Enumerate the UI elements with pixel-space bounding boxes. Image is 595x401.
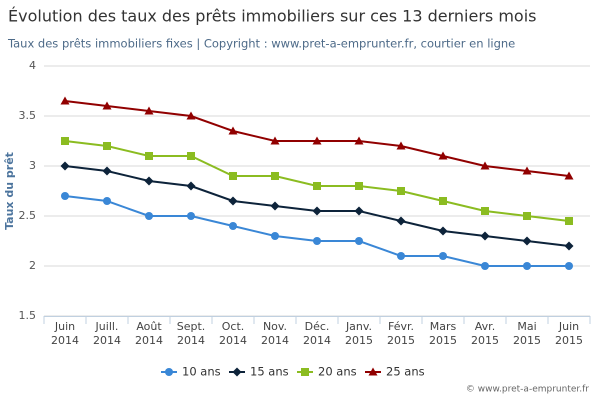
series-line bbox=[64, 165, 570, 247]
y-tick-label: 2 bbox=[29, 259, 36, 272]
legend-label: 10 ans bbox=[182, 365, 221, 379]
marker bbox=[229, 222, 237, 230]
marker bbox=[102, 166, 112, 176]
marker bbox=[270, 201, 280, 211]
marker bbox=[145, 152, 153, 160]
marker bbox=[565, 217, 573, 225]
marker bbox=[232, 367, 242, 377]
marker bbox=[61, 192, 69, 200]
marker bbox=[60, 96, 70, 105]
marker bbox=[271, 232, 279, 240]
marker bbox=[480, 161, 490, 170]
marker bbox=[480, 231, 490, 241]
marker bbox=[186, 181, 196, 191]
marker bbox=[313, 237, 321, 245]
marker bbox=[354, 136, 364, 145]
marker bbox=[61, 137, 69, 145]
marker bbox=[103, 197, 111, 205]
y-tick-label: 1.5 bbox=[19, 309, 37, 322]
marker bbox=[271, 172, 279, 180]
x-tick-label: Juill. 2014 bbox=[93, 320, 121, 347]
marker bbox=[144, 176, 154, 186]
x-tick-label: Juin 2014 bbox=[51, 320, 79, 347]
marker bbox=[522, 166, 532, 175]
marker bbox=[301, 368, 309, 376]
x-tick-label: Août 2014 bbox=[135, 320, 163, 347]
marker bbox=[313, 182, 321, 190]
marker bbox=[354, 206, 364, 216]
x-tick-label: Déc. 2014 bbox=[303, 320, 331, 347]
x-tick-label: Avr. 2015 bbox=[471, 320, 499, 347]
marker bbox=[186, 111, 196, 120]
marker bbox=[103, 142, 111, 150]
y-tick-label: 3.5 bbox=[19, 109, 37, 122]
marker bbox=[564, 241, 574, 251]
marker bbox=[438, 226, 448, 236]
x-tick-label: Oct. 2014 bbox=[219, 320, 247, 347]
chart-subtitle: Taux des prêts immobiliers fixes | Copyr… bbox=[7, 37, 515, 51]
marker bbox=[60, 161, 70, 171]
y-axis-label: Taux du prêt bbox=[3, 152, 16, 230]
marker bbox=[102, 101, 112, 110]
marker bbox=[439, 197, 447, 205]
legend-item: 25 ans bbox=[365, 365, 425, 379]
x-tick-label: Janv. 2015 bbox=[345, 320, 373, 347]
marker bbox=[438, 151, 448, 160]
marker bbox=[397, 187, 405, 195]
legend-label: 15 ans bbox=[250, 365, 289, 379]
marker bbox=[481, 207, 489, 215]
marker bbox=[355, 182, 363, 190]
x-tick-label: Juin 2015 bbox=[555, 320, 583, 347]
marker bbox=[270, 136, 280, 145]
marker bbox=[439, 252, 447, 260]
legend-item: 20 ans bbox=[297, 365, 357, 379]
marker bbox=[522, 236, 532, 246]
marker bbox=[228, 196, 238, 206]
marker bbox=[165, 368, 173, 376]
x-tick-label: Mars 2015 bbox=[429, 320, 457, 347]
marker bbox=[564, 171, 574, 180]
x-tick-label: Sept. 2014 bbox=[177, 320, 206, 347]
marker bbox=[312, 206, 322, 216]
marker bbox=[565, 262, 573, 270]
marker bbox=[187, 212, 195, 220]
x-tick-label: Févr. 2015 bbox=[387, 320, 415, 347]
legend-item: 10 ans bbox=[161, 365, 221, 379]
legend-label: 25 ans bbox=[386, 365, 425, 379]
marker bbox=[144, 106, 154, 115]
marker bbox=[523, 212, 531, 220]
marker bbox=[396, 216, 406, 226]
x-tick-label: Mai 2015 bbox=[513, 320, 541, 347]
marker bbox=[481, 262, 489, 270]
marker bbox=[355, 237, 363, 245]
marker bbox=[312, 136, 322, 145]
y-tick-label: 3 bbox=[29, 159, 36, 172]
legend-item: 15 ans bbox=[229, 365, 289, 379]
x-tick-label: Nov. 2014 bbox=[261, 320, 289, 347]
y-tick-label: 2.5 bbox=[19, 209, 37, 222]
marker bbox=[187, 152, 195, 160]
marker bbox=[145, 212, 153, 220]
marker bbox=[229, 172, 237, 180]
marker bbox=[523, 262, 531, 270]
marker bbox=[368, 367, 378, 376]
chart-title: Évolution des taux des prêts immobiliers… bbox=[8, 7, 537, 26]
legend-label: 20 ans bbox=[318, 365, 357, 379]
marker bbox=[228, 126, 238, 135]
marker bbox=[396, 141, 406, 150]
y-tick-label: 4 bbox=[29, 59, 36, 72]
credit: © www.pret-a-emprunter.fr bbox=[466, 385, 589, 395]
marker bbox=[397, 252, 405, 260]
